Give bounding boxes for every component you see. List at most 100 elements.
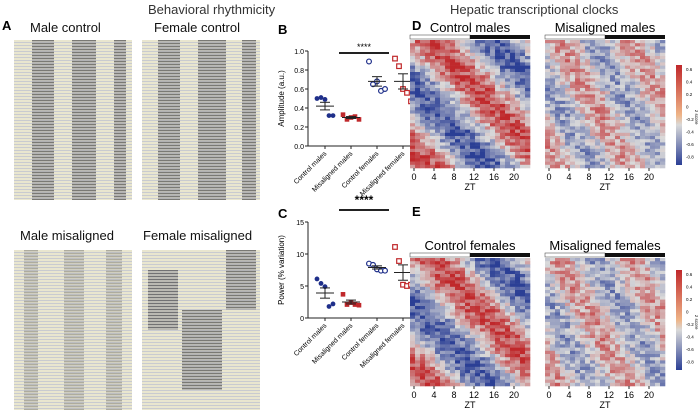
- heatmap-cell: [500, 107, 506, 111]
- heatmap-cell: [520, 136, 526, 140]
- colorbar-tick: -0.6: [686, 142, 694, 147]
- heatmap-cell: [420, 267, 426, 272]
- heatmap-cell: [560, 88, 566, 92]
- heatmap-cell: [465, 110, 471, 114]
- heatmap-cell: [630, 65, 636, 70]
- heatmap-cell: [640, 91, 646, 95]
- heatmap-cell: [470, 84, 476, 89]
- heatmap-cell: [415, 331, 421, 336]
- heatmap-cell: [640, 344, 646, 348]
- heatmap-cell: [490, 107, 496, 111]
- heatmap-cell: [440, 107, 446, 111]
- heatmap-cell: [480, 97, 486, 102]
- heatmap-cell: [450, 370, 456, 374]
- heatmap-cell: [575, 328, 581, 332]
- heatmap-cell: [485, 325, 491, 329]
- heatmap-cell: [650, 52, 656, 57]
- heatmap-cell: [640, 139, 646, 143]
- heatmap-cell: [435, 100, 441, 105]
- heatmap-cell: [645, 325, 651, 329]
- heatmap-cell: [450, 341, 456, 345]
- heatmap-cell: [430, 88, 436, 92]
- heatmap-cell: [460, 116, 466, 121]
- heatmap-cell: [450, 116, 456, 121]
- heatmap-cell: [585, 81, 591, 86]
- heatmap-cell: [415, 315, 421, 320]
- heatmap-cell: [565, 328, 571, 332]
- heatmap-cell: [440, 376, 446, 380]
- heatmap-cell: [575, 322, 581, 326]
- heatmap-cell: [475, 100, 481, 105]
- heatmap-cell: [475, 318, 481, 323]
- heatmap-cell: [600, 43, 606, 47]
- heatmap-cell: [545, 72, 551, 76]
- heatmap-cell: [480, 132, 486, 137]
- heatmap-cell: [560, 132, 566, 137]
- heatmap-cell: [465, 91, 471, 95]
- heatmap-cell: [505, 142, 511, 146]
- heatmap-cell: [660, 107, 666, 111]
- heatmap-cell: [650, 341, 656, 345]
- heatmap-cell: [480, 344, 486, 348]
- heatmap-cell: [460, 132, 466, 137]
- heatmap-cell: [595, 357, 601, 361]
- dark-phase-bar: [605, 35, 665, 39]
- heatmap-cell: [490, 338, 496, 342]
- heatmap-cell: [480, 136, 486, 140]
- heatmap-cell: [610, 139, 616, 143]
- heatmap-cell: [520, 72, 526, 76]
- heatmap-cell: [495, 65, 501, 70]
- heatmap-cell: [485, 40, 491, 44]
- heatmap-cell: [410, 366, 416, 371]
- heatmap-cell: [505, 49, 511, 54]
- heatmap-cell: [580, 123, 586, 127]
- heatmap-cell: [465, 322, 471, 326]
- heatmap-cell: [655, 270, 661, 275]
- heatmap-cell: [505, 264, 511, 268]
- heatmap-cell: [590, 72, 596, 76]
- heatmap-cell: [470, 164, 476, 169]
- heatmap-cell: [615, 379, 621, 384]
- heatmap-cell: [460, 280, 466, 284]
- heatmap-cell: [515, 142, 521, 146]
- heatmap-cell: [625, 132, 631, 137]
- heatmap-cell: [420, 75, 426, 79]
- heatmap-cell: [495, 338, 501, 342]
- heatmap-cell: [550, 309, 556, 313]
- heatmap-cell: [450, 318, 456, 323]
- heatmap-cell: [425, 350, 431, 355]
- heatmap-cell: [470, 379, 476, 384]
- heatmap-cell: [640, 363, 646, 368]
- heatmap-cell: [440, 49, 446, 54]
- heatmap-cell: [545, 357, 551, 361]
- heatmap-cell: [420, 52, 426, 57]
- heatmap-cell: [500, 136, 506, 140]
- heatmap-cell: [410, 94, 416, 98]
- heatmap-cell: [490, 347, 496, 352]
- heatmap-cell: [410, 155, 416, 159]
- heatmap-cell: [590, 49, 596, 54]
- heatmap-cell: [585, 132, 591, 137]
- heatmap-cell: [560, 164, 566, 169]
- heatmap-cell: [640, 107, 646, 111]
- heatmap-cell: [440, 341, 446, 345]
- heatmap-cell: [595, 136, 601, 140]
- heatmap-cell: [605, 283, 611, 288]
- heatmap-cell: [610, 338, 616, 342]
- heatmap-cell: [650, 161, 656, 166]
- heatmap-cell: [570, 270, 576, 275]
- heatmap-cell: [455, 164, 461, 169]
- heatmap-cell: [545, 62, 551, 66]
- heatmap-cell: [590, 357, 596, 361]
- heatmap-cell: [600, 261, 606, 265]
- heatmap-cell: [520, 97, 526, 102]
- heatmap-cell: [525, 88, 531, 92]
- heatmap-cell: [585, 164, 591, 169]
- heatmap-cell: [445, 40, 451, 44]
- heatmap-cell: [635, 267, 641, 272]
- heatmap-cell: [615, 338, 621, 342]
- heatmap-cell: [420, 136, 426, 140]
- heatmap-cell: [640, 347, 646, 352]
- heatmap-cell: [600, 322, 606, 326]
- heatmap-cell: [575, 110, 581, 114]
